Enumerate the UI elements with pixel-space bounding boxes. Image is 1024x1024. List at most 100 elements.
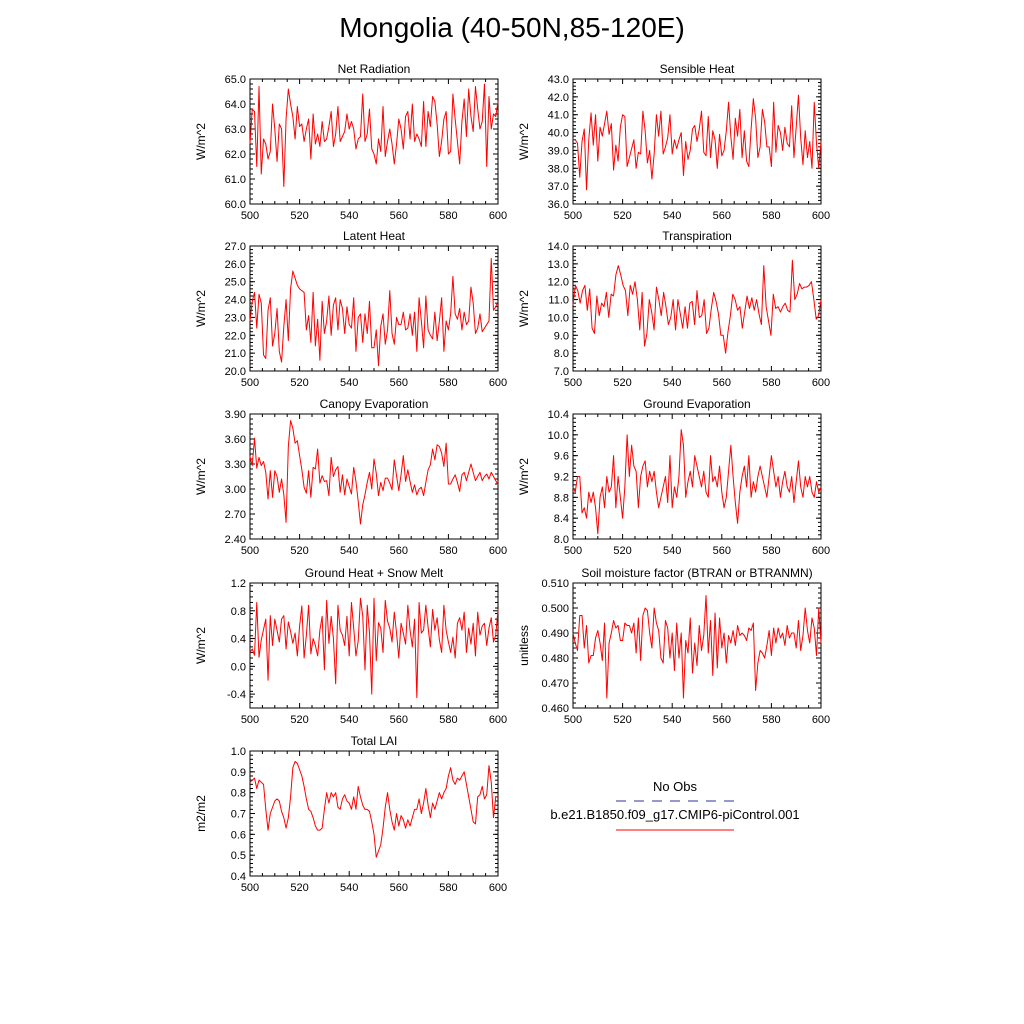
y-tick-label: 10.0 (548, 312, 569, 324)
legend-obs-label: No Obs (652, 779, 698, 794)
y-tick-label: 3.60 (225, 434, 246, 446)
x-tick-label: 580 (439, 714, 457, 726)
x-tick-label: 600 (489, 545, 507, 557)
y-tick-label: 64.0 (225, 99, 246, 111)
y-tick-label: 60.0 (225, 199, 246, 211)
y-tick-label: 0.500 (541, 603, 569, 615)
y-tick-label: 9.6 (554, 451, 569, 463)
y-tick-label: 0.510 (541, 578, 569, 590)
x-tick-label: 580 (439, 210, 457, 222)
y-tick-label: 13.0 (548, 259, 569, 271)
y-tick-label: 0.4 (231, 634, 246, 646)
chart-sensible-heat: Sensible Heat W/m^2 500 520 540 560 580 600 36.0… (517, 62, 830, 222)
y-tick-label: 14.0 (548, 241, 569, 253)
x-tick-label: 540 (340, 882, 358, 894)
x-tick-label: 600 (812, 377, 830, 389)
x-tick-label: 500 (241, 377, 259, 389)
chart-title: Ground Evaporation (643, 397, 750, 411)
x-tick-label: 580 (762, 714, 780, 726)
x-tick-label: 500 (241, 714, 259, 726)
y-tick-label: 0.490 (541, 628, 569, 640)
chart-ground-heat-snow-melt: Ground Heat + Snow Melt W/m^2 500 520 540 560… (194, 566, 507, 726)
x-tick-label: 500 (564, 714, 582, 726)
x-tick-label: 540 (340, 377, 358, 389)
y-tick-label: 9.0 (554, 330, 569, 342)
y-tick-label: 0.9 (231, 767, 246, 779)
y-tick-label: 25.0 (225, 277, 246, 289)
y-tick-label: 43.0 (548, 74, 569, 86)
chart-title: Transpiration (662, 229, 732, 243)
x-tick-label: 500 (241, 545, 259, 557)
series-line-net-radiation (249, 83, 499, 187)
y-tick-label: 9.2 (554, 472, 569, 484)
y-tick-label: 2.70 (225, 509, 246, 521)
y-tick-label: 21.0 (225, 348, 246, 360)
series-line-transpiration (572, 259, 822, 354)
x-tick-label: 520 (613, 210, 631, 222)
y-tick-label: 37.0 (548, 181, 569, 193)
y-axis-label: W/m^2 (194, 458, 208, 495)
y-tick-label: 0.470 (541, 678, 569, 690)
x-tick-label: 600 (812, 714, 830, 726)
chart-net-radiation: Net Radiation W/m^2 500 520 540 560 580 600 60.0… (194, 62, 507, 222)
y-tick-label: 39.0 (548, 145, 569, 157)
y-tick-label: 26.0 (225, 259, 246, 271)
series-line-total-lai (249, 760, 498, 858)
x-tick-label: 520 (290, 545, 308, 557)
y-tick-label: 62.0 (225, 149, 246, 161)
x-tick-label: 540 (663, 377, 681, 389)
x-tick-label: 540 (663, 545, 681, 557)
y-tick-label: 11.0 (548, 295, 569, 307)
y-tick-label: 7.0 (554, 366, 569, 378)
series-line-latent-heat (249, 258, 499, 367)
y-tick-label: 8.0 (554, 348, 569, 360)
y-tick-label: 0.0 (231, 661, 246, 673)
x-tick-label: 580 (439, 545, 457, 557)
x-tick-label: 560 (390, 882, 408, 894)
y-tick-label: 61.0 (225, 174, 246, 186)
x-tick-label: 560 (713, 714, 731, 726)
y-tick-label: 3.30 (225, 459, 246, 471)
y-axis-label: unitless (517, 625, 531, 666)
chart-title: Ground Heat + Snow Melt (305, 566, 444, 580)
y-tick-label: 24.0 (225, 295, 246, 307)
x-tick-label: 520 (613, 377, 631, 389)
x-tick-label: 500 (564, 545, 582, 557)
y-tick-label: 0.4 (231, 871, 246, 883)
y-axis-label: W/m^2 (517, 290, 531, 327)
x-tick-label: 600 (489, 210, 507, 222)
x-tick-label: 540 (663, 210, 681, 222)
chart-transpiration: Transpiration W/m^2 500 520 540 560 580 600 7.0 8… (517, 229, 830, 389)
y-axis-label: m2/m2 (194, 795, 208, 832)
y-tick-label: -0.4 (227, 689, 246, 701)
y-tick-label: 8.0 (554, 534, 569, 546)
y-tick-label: 42.0 (548, 92, 569, 104)
x-tick-label: 600 (812, 545, 830, 557)
x-tick-label: 540 (663, 714, 681, 726)
series-line-sensible-heat (573, 94, 822, 191)
y-tick-label: 0.6 (231, 829, 246, 841)
y-axis-label: W/m^2 (194, 123, 208, 160)
y-tick-label: 0.7 (231, 809, 246, 821)
y-tick-label: 63.0 (225, 124, 246, 136)
x-tick-label: 560 (390, 545, 408, 557)
y-tick-label: 27.0 (225, 241, 246, 253)
y-tick-label: 22.0 (225, 330, 246, 342)
x-tick-label: 600 (489, 377, 507, 389)
y-tick-label: 8.8 (554, 492, 569, 504)
y-tick-label: 41.0 (548, 110, 569, 122)
series-line-soil-moisture-factor-btran-or-btranmn (572, 595, 822, 699)
x-tick-label: 600 (489, 882, 507, 894)
y-tick-label: 0.8 (231, 788, 246, 800)
x-tick-label: 560 (390, 377, 408, 389)
chart-title: Sensible Heat (660, 62, 735, 76)
x-tick-label: 520 (290, 882, 308, 894)
y-axis-label: W/m^2 (194, 290, 208, 327)
y-tick-label: 65.0 (225, 74, 246, 86)
x-tick-label: 560 (713, 210, 731, 222)
chart-ground-evaporation: Ground Evaporation W/m^2 500 520 540 560 580 60… (517, 397, 830, 557)
chart-title: Latent Heat (343, 229, 406, 243)
x-tick-label: 500 (241, 882, 259, 894)
chart-total-lai: Total LAI m2/m2 500 520 540 560 580 600 0.4 0.5 0.… (194, 734, 507, 894)
